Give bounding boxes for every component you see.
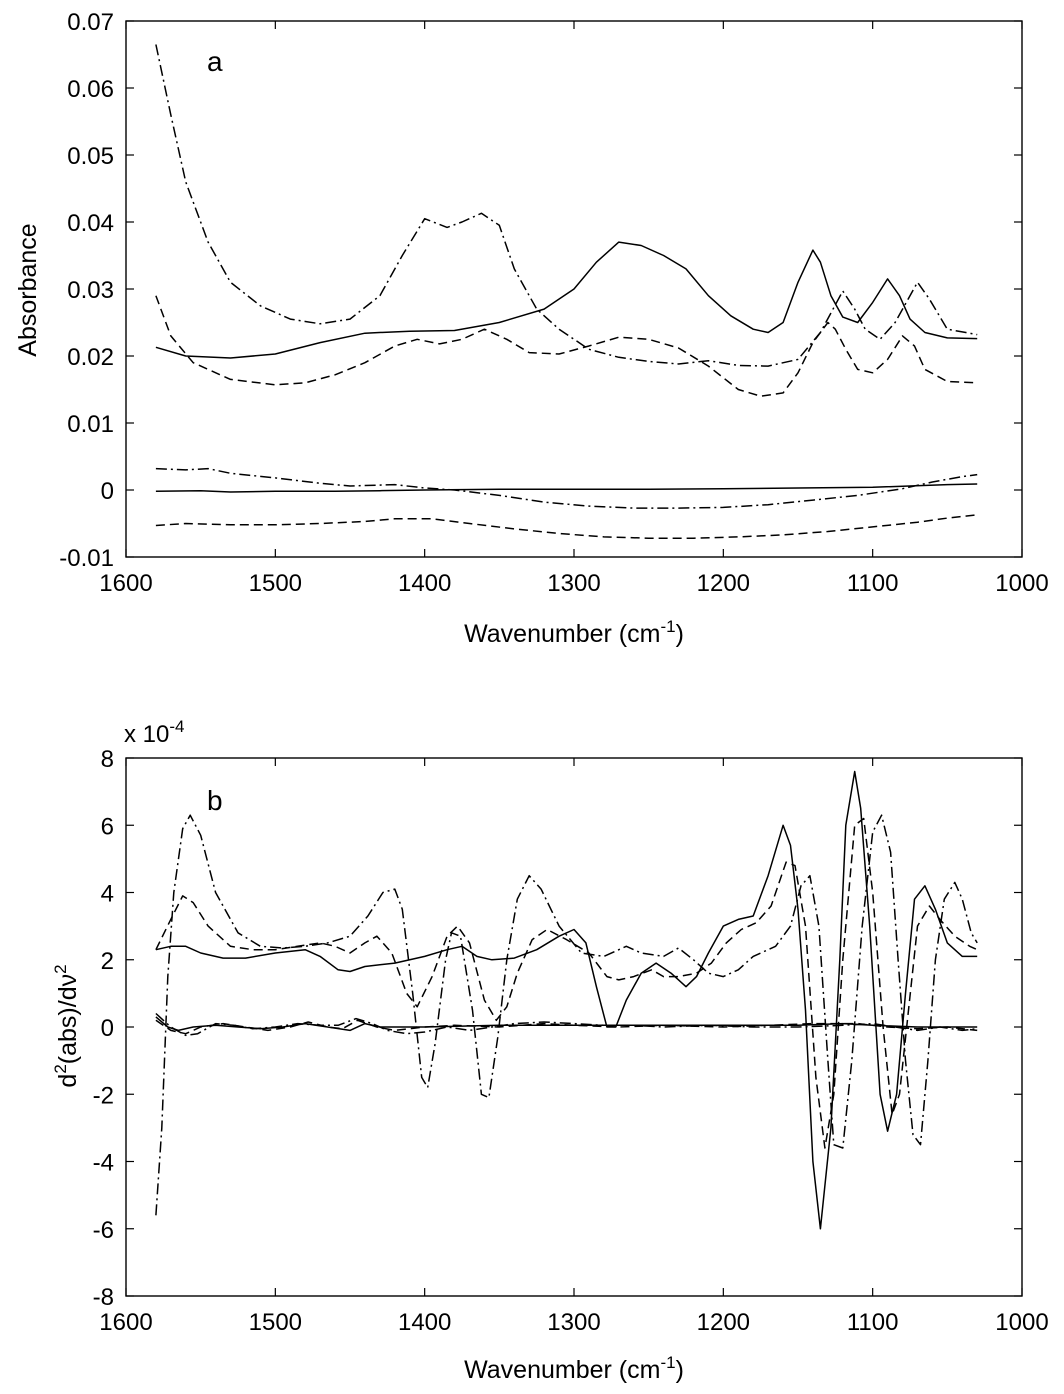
series-line-solid: [155, 770, 978, 1230]
x-tick-label: 1600: [99, 570, 152, 597]
x-tick-label: 1500: [249, 570, 302, 597]
x-axis-label: Wavenumber (cm-1): [464, 1353, 684, 1384]
series-line-dashdot: [155, 44, 978, 367]
y-tick-label: 0.03: [67, 277, 114, 304]
y-tick-label: 0.04: [67, 210, 114, 237]
series-group: [155, 44, 978, 539]
x-tick-label: 1100: [847, 1309, 899, 1336]
y-tick-label: 0.07: [67, 9, 114, 36]
y-tick-label: 0.02: [67, 344, 114, 371]
series-line-dashed: [155, 295, 978, 397]
y-tick-label: -0.01: [59, 545, 114, 572]
x-tick-label: 1600: [99, 1309, 152, 1336]
chart-panel-b: 1600 1500 1400 1300 1200 1100 1000 -8 -6 -4 -2 0 2 4…: [51, 717, 1049, 1384]
series-group: [155, 770, 978, 1230]
y-tick-label: -2: [93, 1082, 114, 1109]
x-tick-label: 1100: [847, 570, 899, 597]
x-tick-label: 1000: [995, 1309, 1048, 1336]
x-axis-ticks: 1600 1500 1400 1300 1200 1100 1000: [99, 758, 1049, 1336]
series-line-dashdot: [155, 1012, 978, 1037]
chart-panel-a: 1600 1500 1400 1300 1200 1100 1000 -0.01 0 0.01 0…: [14, 9, 1049, 648]
x-tick-label: 1300: [547, 570, 600, 597]
y-axis-label: d2(abs)/dν2: [51, 964, 82, 1087]
y-axis-exponent-label: x 10-4: [124, 717, 185, 748]
y-axis-ticks: -8 -6 -4 -2 0 2 4 6 8: [93, 746, 1022, 1311]
y-tick-label: -4: [93, 1150, 114, 1177]
y-tick-label: 0.05: [67, 143, 114, 170]
x-tick-label: 1200: [697, 1309, 750, 1336]
y-tick-label: 0.01: [67, 411, 114, 438]
y-tick-label: 4: [101, 881, 114, 908]
x-axis-ticks: 1600 1500 1400 1300 1200 1100 1000: [99, 21, 1049, 597]
y-tick-label: -6: [93, 1217, 114, 1244]
x-tick-label: 1000: [995, 570, 1048, 597]
x-tick-label: 1500: [249, 1309, 302, 1336]
series-line-solid: [155, 241, 978, 359]
x-tick-label: 1200: [697, 570, 750, 597]
y-axis-ticks: -0.01 0 0.01 0.02 0.03 0.04 0.05 0.06 0.07: [59, 9, 1022, 572]
x-axis-label: Wavenumber (cm-1): [464, 617, 684, 648]
x-tick-label: 1400: [398, 570, 451, 597]
series-line-dashed: [155, 514, 978, 539]
y-axis-label: Absorbance: [14, 223, 42, 356]
series-line-dashed: [155, 817, 978, 1149]
series-line-dashdot: [155, 814, 978, 1216]
x-tick-label: 1400: [398, 1309, 451, 1336]
y-tick-label: -8: [93, 1284, 114, 1311]
series-line-solid: [155, 483, 978, 493]
y-tick-label: 8: [101, 746, 114, 773]
y-tick-label: 0.06: [67, 76, 114, 103]
y-tick-label: 6: [101, 813, 114, 840]
panel-label-b: b: [207, 785, 223, 816]
y-tick-label: 0: [101, 1015, 114, 1042]
panel-label-a: a: [207, 46, 223, 77]
series-line-dashdot: [155, 467, 978, 509]
y-tick-label: 2: [101, 948, 114, 975]
y-tick-label: 0: [101, 478, 114, 505]
x-tick-label: 1300: [547, 1309, 600, 1336]
